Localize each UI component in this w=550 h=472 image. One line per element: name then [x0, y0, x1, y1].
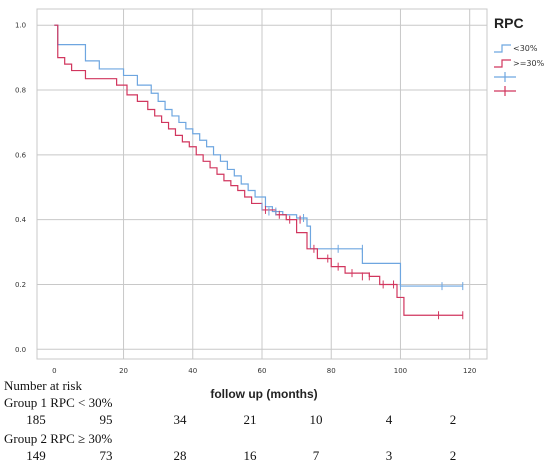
legend-label: <30%: [513, 44, 538, 53]
risk-count: 34: [173, 412, 187, 427]
risk-count: 2: [449, 448, 457, 463]
risk-group-2-counts: 149 73 28 16 7 3 2: [0, 448, 550, 465]
risk-count: 3: [385, 448, 393, 463]
risk-table-title: Number at risk: [4, 378, 82, 393]
legend-swatch-step: [494, 44, 511, 53]
y-tick-label: 0.0: [15, 346, 26, 354]
y-tick-label: 1.0: [15, 22, 26, 30]
risk-group-1-counts: 185 95 34 21 10 4 2: [0, 412, 550, 429]
x-tick-label: 20: [119, 367, 128, 375]
risk-count: 2: [449, 412, 457, 427]
x-tick-label: 40: [188, 367, 197, 375]
legend-swatch-step: [494, 59, 511, 68]
legend-entry: >=30%: [494, 59, 545, 68]
y-tick-label: 0.4: [15, 216, 27, 224]
survival-curve-1: [54, 24, 463, 287]
x-tick-label: 100: [394, 367, 407, 375]
survival-curves: [54, 24, 463, 316]
risk-count: 185: [26, 412, 46, 427]
y-tick-label: 0.6: [15, 151, 27, 159]
risk-count: 10: [309, 412, 323, 427]
y-axis-ticks: 0.0 0.2 0.4 0.6 0.8 1.0: [15, 22, 27, 354]
legend: RPC <30% >=30%: [494, 15, 545, 96]
risk-group-1-label: Group 1 RPC < 30%: [4, 395, 113, 410]
x-axis-ticks: 0 20 40 60 80 100 120: [52, 367, 476, 375]
censor-marks: [261, 202, 464, 320]
risk-count: 73: [99, 448, 113, 463]
legend-title: RPC: [494, 15, 524, 31]
risk-count: 21: [243, 412, 257, 427]
legend-label: >=30%: [513, 59, 545, 68]
y-tick-label: 0.2: [15, 281, 26, 289]
risk-count: 16: [243, 448, 257, 463]
risk-count: 95: [99, 412, 113, 427]
legend-entry: [494, 72, 516, 82]
x-tick-label: 60: [258, 367, 267, 375]
grid: [37, 9, 487, 359]
survival-curve-2: [54, 24, 463, 316]
x-tick-label: 80: [327, 367, 336, 375]
risk-count: 149: [26, 448, 46, 463]
legend-entry: <30%: [494, 44, 538, 53]
risk-count: 7: [312, 448, 320, 463]
x-tick-label: 120: [463, 367, 476, 375]
risk-count: 28: [173, 448, 187, 463]
y-tick-label: 0.8: [15, 87, 26, 95]
risk-group-2-label: Group 2 RPC ≥ 30%: [4, 431, 113, 446]
x-tick-label: 0: [52, 367, 56, 375]
legend-entry: [494, 86, 516, 96]
x-axis-label: follow up (months): [210, 387, 317, 401]
risk-count: 4: [385, 412, 393, 427]
